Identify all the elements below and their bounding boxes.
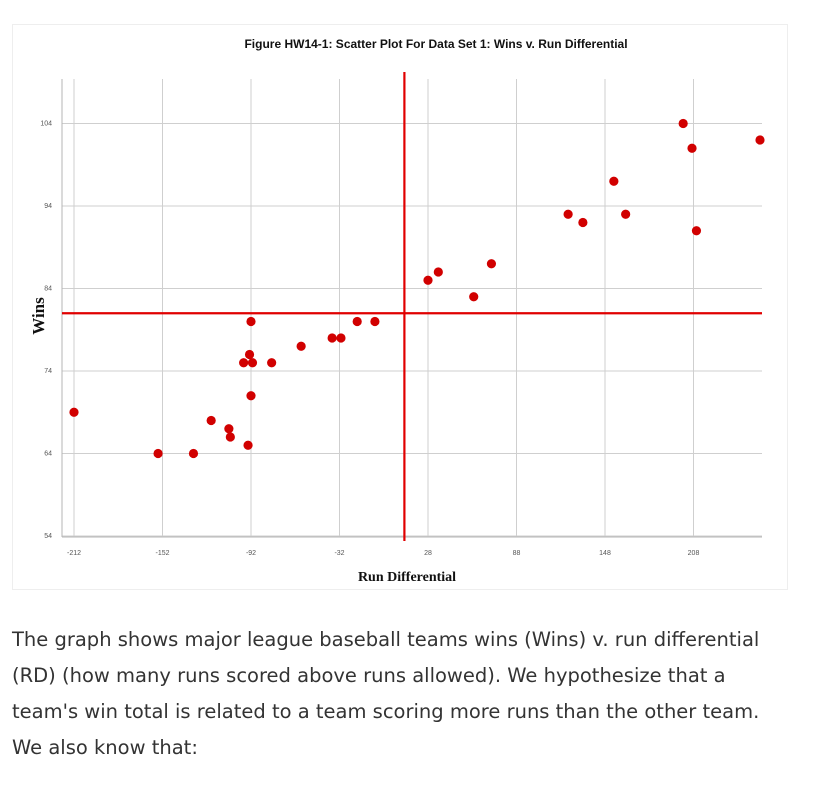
y-tick-label: 74 <box>44 368 52 375</box>
data-point <box>296 341 306 351</box>
data-point <box>423 275 433 285</box>
data-point <box>188 448 199 459</box>
x-axis-title: Run Differential <box>358 570 456 585</box>
data-point <box>244 349 255 360</box>
y-tick-label: 104 <box>40 121 52 128</box>
data-point <box>225 432 235 442</box>
data-point <box>370 316 380 327</box>
data-point <box>687 143 697 153</box>
data-point <box>469 292 479 302</box>
data-point <box>486 259 497 269</box>
data-points <box>69 118 765 459</box>
scatter-chart: Figure HW14-1: Scatter Plot For Data Set… <box>12 24 788 590</box>
data-point <box>69 407 79 417</box>
grid-layer <box>61 79 762 538</box>
data-point <box>578 217 588 228</box>
data-point <box>153 448 163 459</box>
x-tick-label: -212 <box>67 550 81 557</box>
x-tick-label: -152 <box>155 550 169 557</box>
data-point <box>433 267 443 277</box>
data-point <box>246 391 256 401</box>
data-point <box>246 316 256 327</box>
data-point <box>239 358 249 368</box>
data-point <box>247 358 258 368</box>
data-point <box>678 118 688 129</box>
caption-paragraph: The graph shows major league baseball te… <box>12 628 760 723</box>
scatter-figure: Figure HW14-1: Scatter Plot For Data Set… <box>12 24 788 590</box>
y-axis-title: Wins <box>29 297 48 335</box>
tick-labels: -212 -152 -92 -32 28 88 148 208 54 64 74 84 94 104 <box>40 121 699 558</box>
x-tick-label: -92 <box>246 550 256 557</box>
chart-title: Figure HW14-1: Scatter Plot For Data Set… <box>244 37 627 51</box>
x-tick-label: -32 <box>334 550 344 557</box>
data-point <box>755 135 765 145</box>
data-point <box>336 333 346 343</box>
x-tick-label: 28 <box>424 550 432 557</box>
data-point <box>691 226 702 236</box>
caption-followup: We also know that: <box>12 736 198 759</box>
y-tick-label: 94 <box>44 203 52 210</box>
y-tick-label: 64 <box>44 451 52 458</box>
data-point <box>206 415 216 426</box>
data-point <box>609 176 619 186</box>
x-tick-label: 88 <box>513 550 521 557</box>
chart-frame <box>12 24 788 590</box>
caption: The graph shows major league baseball te… <box>12 622 797 766</box>
data-point <box>621 209 631 219</box>
data-point <box>267 358 277 368</box>
data-point <box>352 316 362 327</box>
y-tick-label: 84 <box>44 286 52 293</box>
data-point <box>243 440 253 450</box>
x-tick-label: 148 <box>599 550 611 557</box>
data-point <box>563 209 573 219</box>
data-point <box>224 424 234 434</box>
x-tick-label: 208 <box>688 550 700 557</box>
y-tick-label: 54 <box>44 533 52 540</box>
reference-lines <box>62 72 762 541</box>
data-point <box>327 333 337 343</box>
